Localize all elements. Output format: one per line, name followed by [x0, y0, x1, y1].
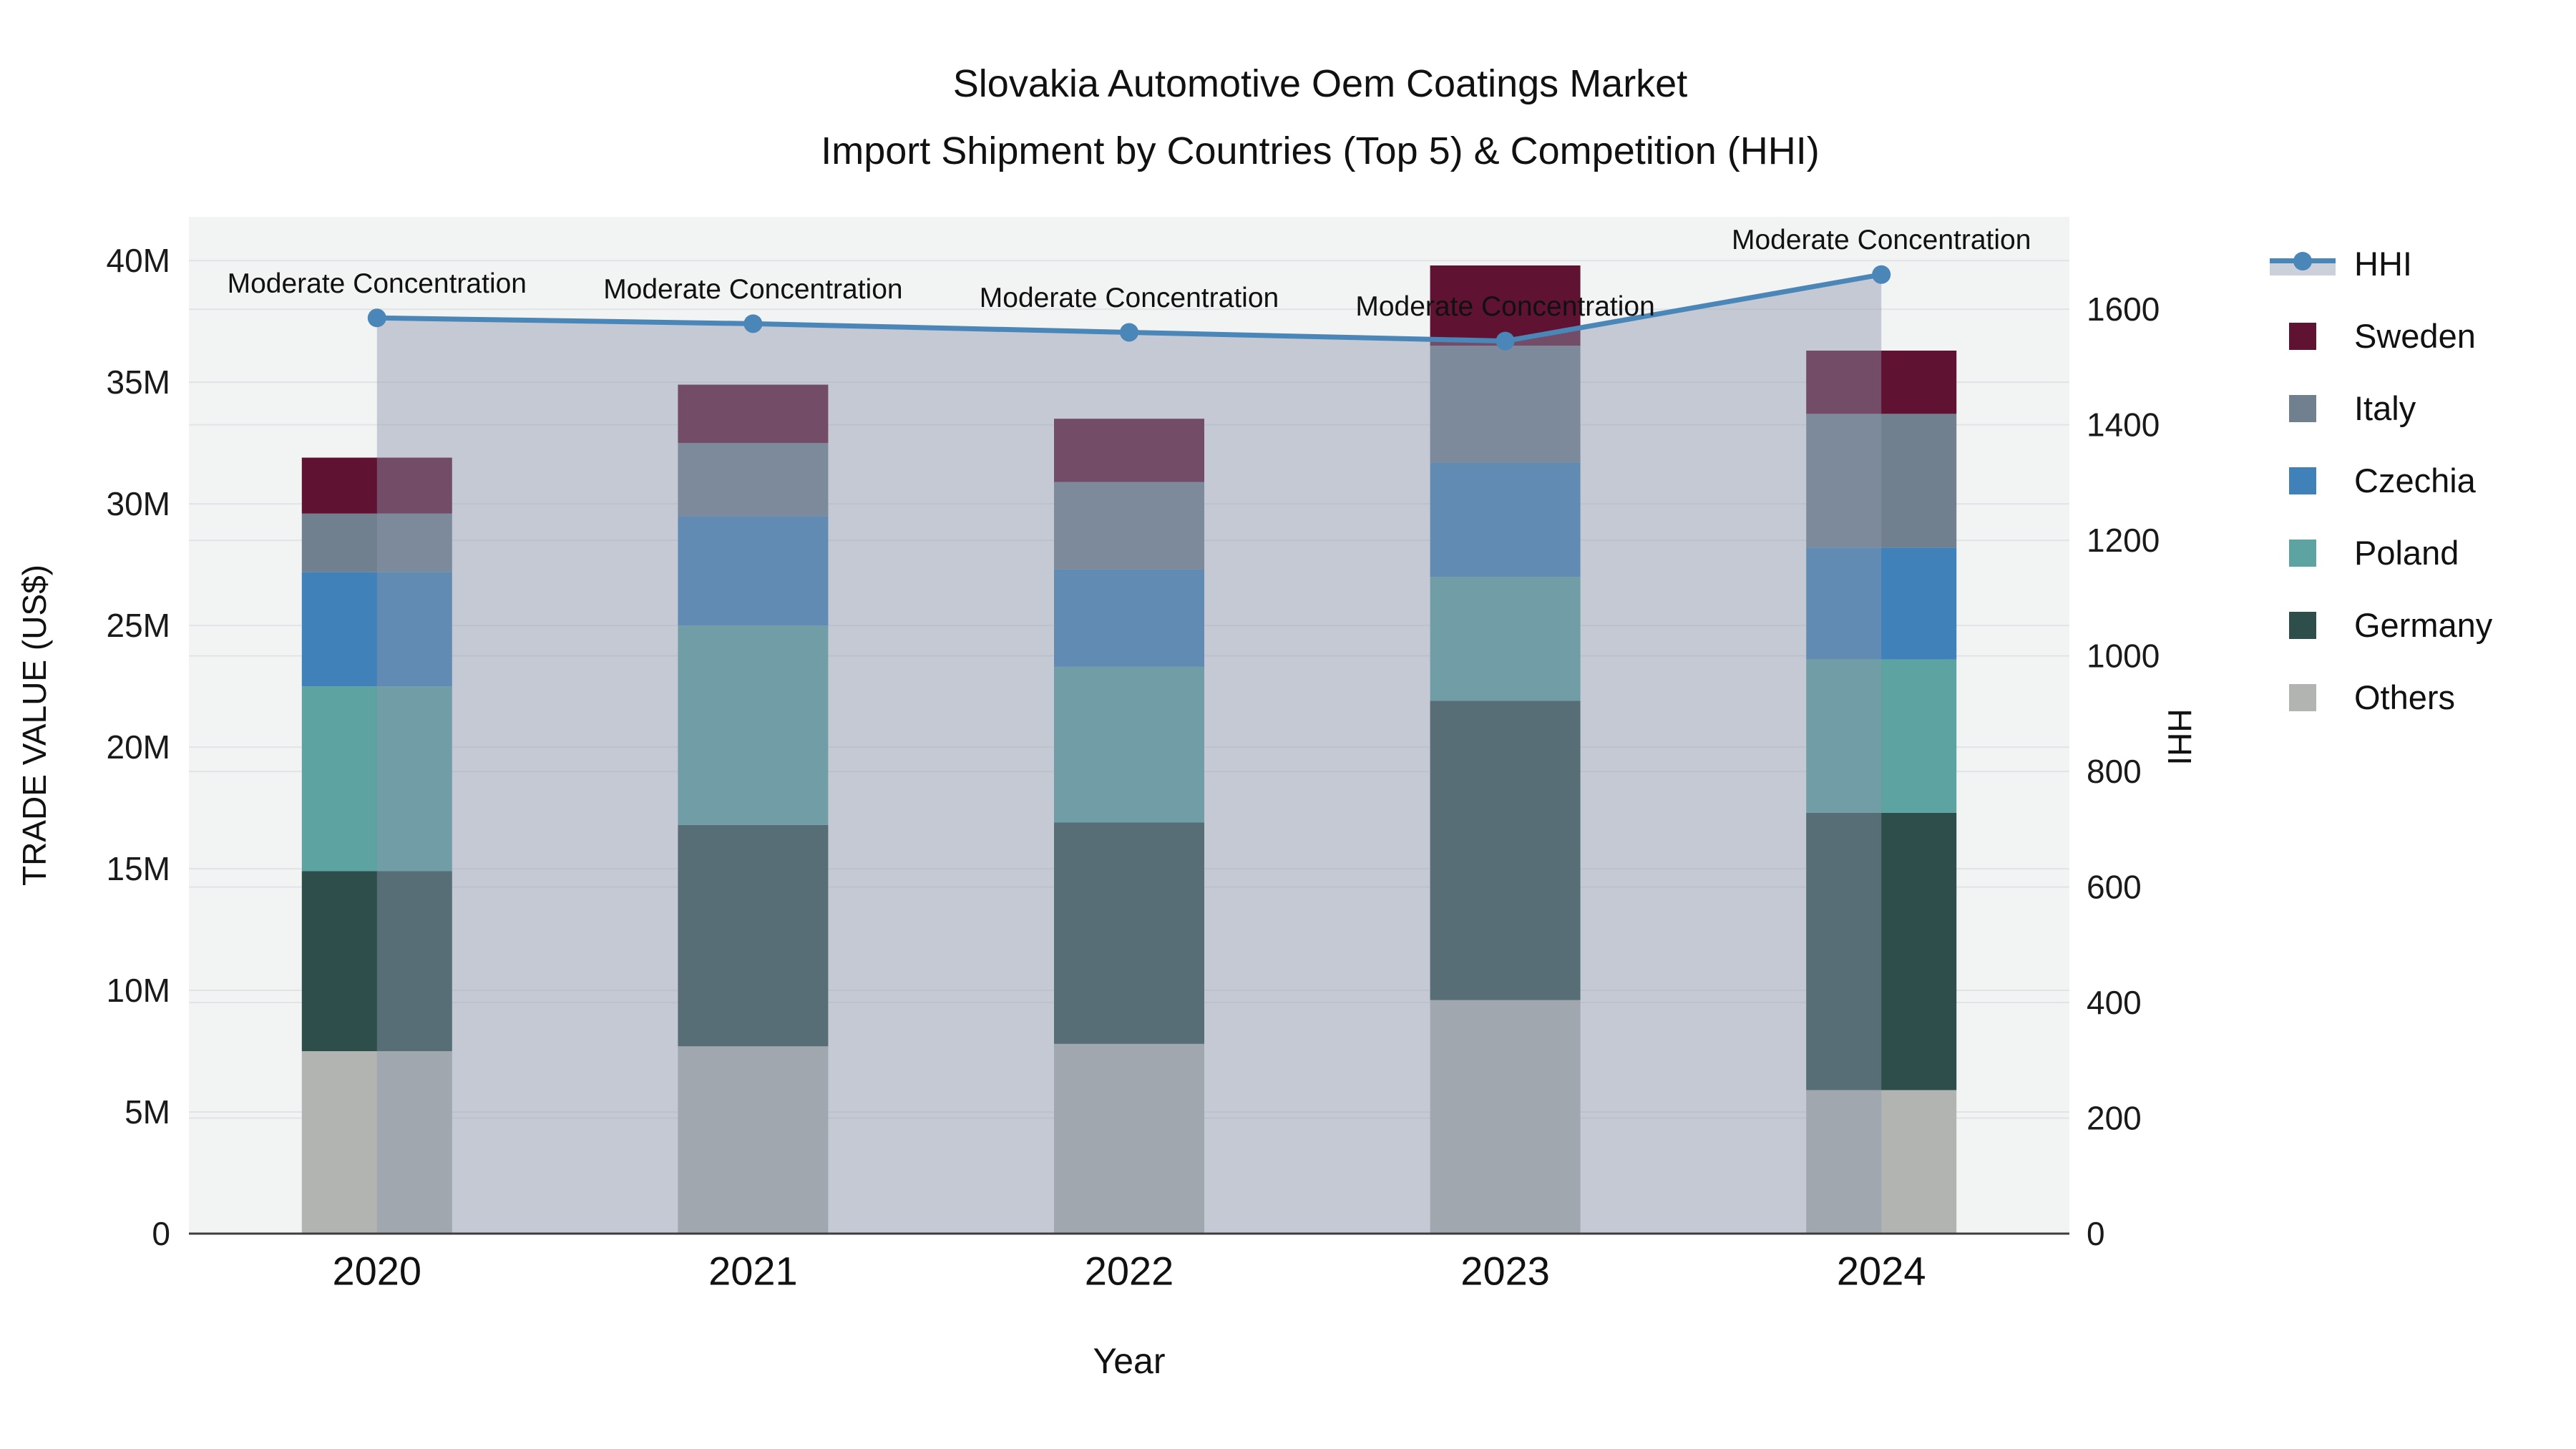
y-tick-right-1400: 1400 — [2087, 406, 2160, 444]
bar-2022-poland[interactable] — [1054, 666, 1204, 823]
bar-2024-czechia[interactable] — [1806, 547, 1957, 660]
y-tick-right-1000: 1000 — [2087, 638, 2160, 675]
y-tick-left-25M: 25M — [107, 607, 170, 644]
y-tick-right-800: 800 — [2087, 753, 2142, 790]
legend-square-icon — [2289, 611, 2316, 639]
bar-2022-others[interactable] — [1054, 1043, 1204, 1234]
bar-2021-poland[interactable] — [678, 625, 829, 825]
legend-item-sweden[interactable]: Sweden — [2270, 300, 2492, 372]
annotation-2024: Moderate Concentration — [1732, 225, 2031, 255]
legend-swatch-poland — [2270, 539, 2336, 567]
y-tick-right-200: 200 — [2087, 1100, 2142, 1137]
legend-square-icon — [2289, 539, 2316, 567]
x-tick-2020: 2020 — [333, 1249, 422, 1294]
legend-item-czechia[interactable]: Czechia — [2270, 444, 2492, 517]
hhi-marker-2023[interactable] — [1496, 331, 1515, 351]
chart-title-line2: Import Shipment by Countries (Top 5) & C… — [821, 130, 1820, 172]
y-tick-right-1200: 1200 — [2087, 522, 2160, 559]
legend-label-hhi: HHI — [2354, 245, 2412, 283]
hhi-marker-2020[interactable] — [367, 308, 386, 328]
legend-label-germany: Germany — [2354, 606, 2493, 644]
legend-item-poland[interactable]: Poland — [2270, 517, 2492, 589]
hhi-marker-2022[interactable] — [1120, 323, 1138, 342]
bar-2021-czechia[interactable] — [678, 516, 829, 626]
legend-label-czechia: Czechia — [2354, 462, 2476, 499]
x-tick-2024: 2024 — [1837, 1249, 1926, 1294]
chart-title: Slovakia Automotive Oem Coatings Market … — [821, 50, 1820, 185]
annotation-2023: Moderate Concentration — [1355, 291, 1654, 322]
x-axis-title: Year — [1093, 1341, 1165, 1381]
legend-swatch-sweden — [2270, 322, 2336, 350]
y-tick-left-20M: 20M — [107, 728, 170, 766]
bar-2021-germany[interactable] — [678, 824, 829, 1047]
legend-label-others: Others — [2354, 678, 2456, 716]
y-tick-left-0: 0 — [152, 1215, 170, 1252]
hhi-area-fill — [376, 274, 1882, 1234]
y-tick-left-35M: 35M — [107, 364, 170, 401]
bar-2024-germany[interactable] — [1806, 812, 1957, 1091]
y-tick-left-5M: 5M — [125, 1093, 170, 1131]
bar-2021-others[interactable] — [678, 1046, 829, 1234]
bar-2022-sweden[interactable] — [1054, 419, 1204, 482]
y-tick-left-30M: 30M — [107, 485, 170, 522]
y-axis-title-right: HHI — [2161, 708, 2198, 765]
legend-swatch-germany — [2270, 611, 2336, 639]
x-tick-2021: 2021 — [708, 1249, 798, 1294]
bar-2024-others[interactable] — [1806, 1090, 1957, 1234]
bar-2021-sweden[interactable] — [678, 384, 829, 444]
bar-2023-others[interactable] — [1430, 1000, 1581, 1234]
y-tick-right-400: 400 — [2087, 984, 2142, 1021]
bar-2023-italy[interactable] — [1430, 346, 1581, 463]
bar-2020-poland[interactable] — [301, 686, 452, 872]
bar-2022-italy[interactable] — [1054, 482, 1204, 570]
bar-2024-poland[interactable] — [1806, 659, 1957, 813]
legend-item-italy[interactable]: Italy — [2270, 372, 2492, 444]
legend-square-icon — [2289, 467, 2316, 494]
bar-2023-poland[interactable] — [1430, 577, 1581, 701]
legend-item-hhi[interactable]: HHI — [2270, 228, 2492, 300]
y-tick-right-600: 600 — [2087, 869, 2142, 906]
legend-swatch-czechia — [2270, 467, 2336, 494]
bar-2023-germany[interactable] — [1430, 701, 1581, 1000]
legend-hhi-dot-icon — [2293, 251, 2312, 270]
hhi-marker-2021[interactable] — [743, 314, 763, 333]
legend-swatch-others — [2270, 683, 2336, 711]
bar-2020-sweden[interactable] — [301, 457, 452, 514]
bar-2022-germany[interactable] — [1054, 822, 1204, 1044]
chart-title-line1: Slovakia Automotive Oem Coatings Market — [952, 62, 1688, 105]
legend: HHI Sweden Italy Czechia Poland Germany Others — [2270, 228, 2492, 733]
annotation-2020: Moderate Concentration — [228, 268, 527, 299]
annotation-2022: Moderate Concentration — [980, 283, 1279, 313]
bar-2023-czechia[interactable] — [1430, 462, 1581, 577]
bar-2020-italy[interactable] — [301, 513, 452, 572]
legend-label-italy: Italy — [2354, 389, 2416, 427]
legend-label-poland: Poland — [2354, 534, 2459, 572]
legend-swatch-italy — [2270, 394, 2336, 422]
y-tick-left-40M: 40M — [107, 242, 170, 279]
bar-2020-czechia[interactable] — [301, 572, 452, 687]
bar-2024-sweden[interactable] — [1806, 350, 1957, 414]
bar-2020-germany[interactable] — [301, 871, 452, 1052]
legend-square-icon — [2289, 683, 2316, 711]
y-tick-right-1600: 1600 — [2087, 291, 2160, 328]
annotation-2021: Moderate Concentration — [603, 274, 902, 305]
bar-2024-italy[interactable] — [1806, 414, 1957, 548]
bar-2020-others[interactable] — [301, 1051, 452, 1234]
x-tick-2023: 2023 — [1460, 1249, 1550, 1294]
y-tick-right-0: 0 — [2087, 1215, 2105, 1252]
y-axis-title-left: TRADE VALUE (US$) — [16, 565, 53, 886]
legend-hhi-line-sample — [2270, 250, 2336, 278]
legend-square-icon — [2289, 394, 2316, 422]
legend-label-sweden: Sweden — [2354, 317, 2476, 355]
bar-2022-czechia[interactable] — [1054, 569, 1204, 667]
x-tick-2022: 2022 — [1085, 1249, 1174, 1294]
hhi-marker-2024[interactable] — [1872, 265, 1891, 284]
y-tick-left-15M: 15M — [107, 850, 170, 887]
y-tick-left-10M: 10M — [107, 972, 170, 1009]
bar-2021-italy[interactable] — [678, 443, 829, 517]
legend-square-icon — [2289, 322, 2316, 350]
legend-item-germany[interactable]: Germany — [2270, 589, 2492, 661]
legend-item-others[interactable]: Others — [2270, 661, 2492, 733]
